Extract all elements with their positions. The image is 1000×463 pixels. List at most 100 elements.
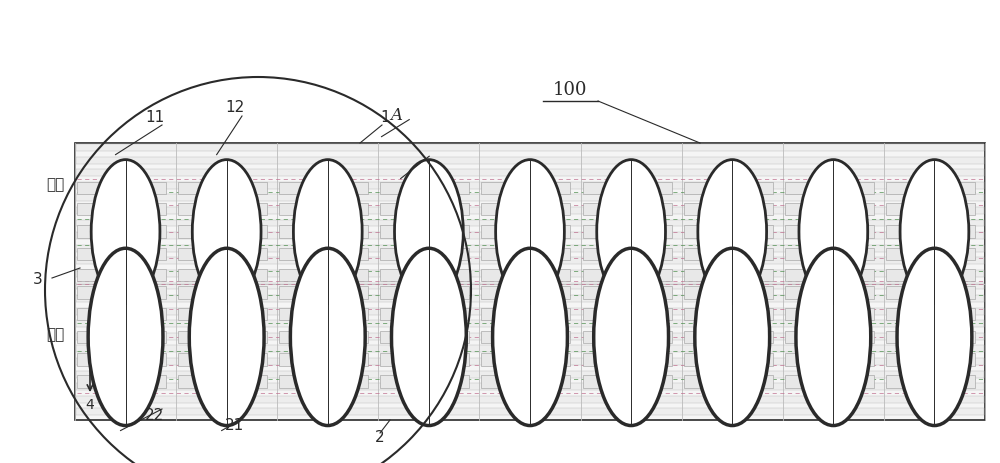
Bar	[684, 307, 712, 320]
Bar	[684, 225, 712, 238]
Ellipse shape	[799, 160, 868, 304]
Bar	[138, 307, 166, 320]
Bar	[178, 225, 206, 238]
Bar	[279, 286, 308, 299]
Text: 11: 11	[145, 111, 165, 125]
Bar	[340, 307, 368, 320]
Bar	[76, 245, 984, 252]
Bar	[178, 203, 206, 215]
Bar	[441, 375, 469, 388]
Bar	[947, 225, 975, 238]
Bar	[279, 307, 308, 320]
Bar	[77, 248, 105, 260]
Bar	[886, 269, 914, 282]
Bar	[785, 307, 813, 320]
Bar	[380, 353, 409, 366]
Bar	[441, 353, 469, 366]
Bar	[583, 375, 611, 388]
Bar	[441, 203, 469, 215]
Bar	[583, 269, 611, 282]
Bar	[744, 248, 773, 260]
Text: 4: 4	[86, 398, 94, 412]
Bar	[441, 225, 469, 238]
Bar	[340, 286, 368, 299]
Ellipse shape	[192, 160, 261, 304]
Bar	[76, 144, 984, 151]
Bar	[845, 248, 874, 260]
Bar	[76, 270, 984, 277]
Text: 出风: 出风	[46, 327, 64, 343]
Bar	[239, 375, 267, 388]
Bar	[542, 269, 570, 282]
Bar	[77, 225, 105, 238]
Text: 22: 22	[145, 407, 165, 423]
Bar	[684, 248, 712, 260]
Bar	[481, 248, 510, 260]
Bar	[138, 269, 166, 282]
Bar	[845, 182, 874, 194]
Bar	[542, 182, 570, 194]
Bar	[845, 286, 874, 299]
Bar	[785, 248, 813, 260]
Bar	[76, 219, 984, 226]
Bar	[178, 307, 206, 320]
Bar	[845, 225, 874, 238]
Bar	[380, 269, 409, 282]
Bar	[583, 331, 611, 343]
Text: 1: 1	[380, 111, 390, 125]
Bar	[76, 320, 984, 327]
Bar	[76, 232, 984, 239]
Bar	[340, 248, 368, 260]
Bar	[380, 286, 409, 299]
Bar	[76, 333, 984, 340]
Bar	[481, 331, 510, 343]
Bar	[239, 269, 267, 282]
Bar	[441, 269, 469, 282]
Bar	[138, 375, 166, 388]
Bar	[178, 331, 206, 343]
Bar	[279, 331, 308, 343]
Ellipse shape	[900, 160, 969, 304]
Bar	[77, 353, 105, 366]
Bar	[684, 182, 712, 194]
Bar	[643, 286, 672, 299]
Bar	[643, 182, 672, 194]
Bar	[785, 182, 813, 194]
Text: 进风: 进风	[46, 177, 64, 193]
Bar	[239, 353, 267, 366]
Ellipse shape	[496, 160, 564, 304]
Bar	[886, 307, 914, 320]
Text: 21: 21	[225, 418, 245, 432]
Bar	[138, 353, 166, 366]
Bar	[947, 182, 975, 194]
Bar	[76, 396, 984, 403]
Bar	[845, 353, 874, 366]
Bar	[340, 225, 368, 238]
Bar	[76, 282, 984, 289]
Bar	[481, 353, 510, 366]
Bar	[643, 203, 672, 215]
Bar	[441, 307, 469, 320]
Bar	[178, 248, 206, 260]
Bar	[77, 307, 105, 320]
Bar	[643, 225, 672, 238]
Bar	[643, 375, 672, 388]
Bar	[76, 169, 984, 176]
Ellipse shape	[796, 248, 871, 425]
Bar	[75, 143, 985, 420]
Bar	[380, 331, 409, 343]
Bar	[845, 269, 874, 282]
Bar	[441, 248, 469, 260]
Bar	[845, 307, 874, 320]
Bar	[340, 353, 368, 366]
Ellipse shape	[695, 248, 770, 425]
Bar	[684, 353, 712, 366]
Ellipse shape	[91, 160, 160, 304]
Bar	[785, 203, 813, 215]
Bar	[76, 358, 984, 365]
Bar	[77, 182, 105, 194]
Bar	[138, 203, 166, 215]
Bar	[886, 331, 914, 343]
Bar	[138, 286, 166, 299]
Text: 100: 100	[553, 81, 587, 99]
